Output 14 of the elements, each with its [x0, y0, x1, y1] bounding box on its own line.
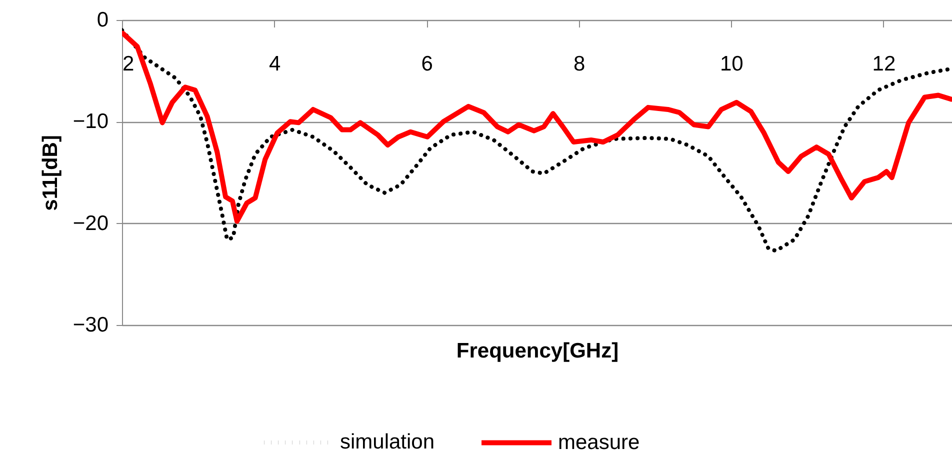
- legend-label: measure: [558, 430, 640, 452]
- x-tick-label: 2: [122, 52, 134, 76]
- x-tick-label: 12: [872, 52, 896, 76]
- y-tick-label: 0: [96, 8, 108, 32]
- y-axis-title: s11[dB]: [38, 135, 62, 211]
- x-tick-label: 4: [268, 52, 281, 76]
- legend-label: simulation: [340, 430, 435, 452]
- x-axis-title: Frequency[GHz]: [456, 340, 619, 362]
- x-tick-label: 8: [574, 52, 586, 76]
- y-tick-label: −20: [72, 212, 108, 235]
- x-tick-label: 10: [720, 52, 744, 76]
- y-tick-label: −10: [72, 110, 108, 134]
- y-tick-label: −30: [72, 314, 108, 336]
- x-tick-label: 6: [421, 52, 433, 76]
